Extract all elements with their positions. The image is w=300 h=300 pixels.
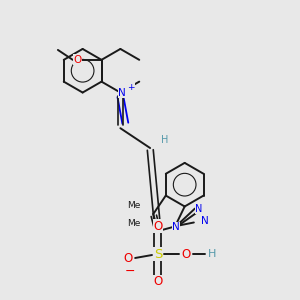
Text: +: + (128, 83, 135, 92)
Text: N: N (118, 88, 126, 98)
Text: O: O (153, 220, 163, 233)
Text: H: H (208, 249, 217, 259)
Text: Me: Me (127, 219, 140, 228)
Text: N: N (201, 217, 208, 226)
Text: Me: Me (127, 202, 140, 211)
Text: −: − (125, 266, 135, 278)
Text: H: H (161, 135, 169, 145)
Text: S: S (154, 248, 162, 260)
Text: O: O (181, 248, 190, 260)
Text: N: N (172, 222, 180, 233)
Text: N: N (195, 204, 202, 214)
Text: O: O (74, 55, 82, 65)
Text: O: O (153, 275, 163, 288)
Text: O: O (124, 253, 133, 266)
